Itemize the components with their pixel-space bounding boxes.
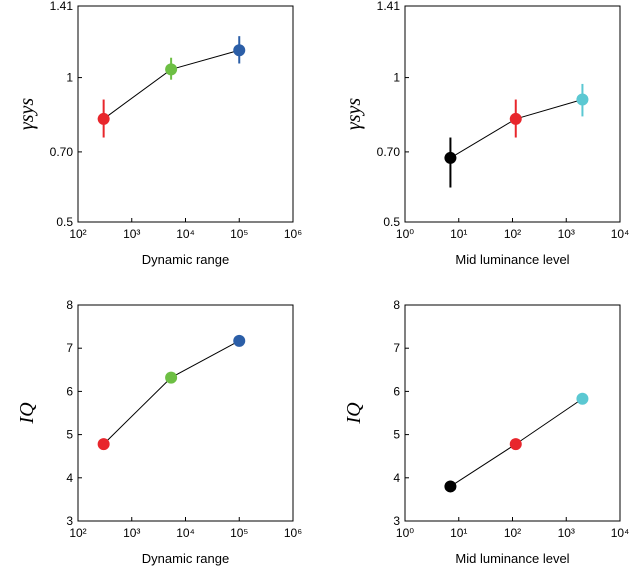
y-tick-label: 8 (393, 298, 400, 312)
y-axis-label: γsys (16, 98, 38, 131)
x-tick-label: 10⁴ (176, 526, 195, 540)
y-tick-label: 3 (66, 514, 73, 528)
data-point (165, 63, 178, 76)
data-point (233, 334, 246, 347)
x-tick-label: 10⁴ (611, 526, 630, 540)
y-tick-label: 6 (393, 384, 400, 398)
axes-box (404, 304, 621, 522)
axes-box (77, 304, 294, 522)
x-tick-label: 10² (504, 227, 521, 241)
data-point (576, 392, 589, 405)
y-tick-label: 6 (66, 384, 73, 398)
x-tick-label: 10⁵ (230, 227, 248, 241)
y-tick-label: 5 (66, 428, 73, 442)
x-axis-label: Mid luminance level (455, 551, 569, 566)
data-point (509, 112, 522, 125)
y-tick-label: 0.70 (50, 145, 74, 159)
data-point (97, 112, 110, 125)
x-tick-label: 10⁰ (396, 526, 414, 540)
data-point (233, 44, 246, 57)
data-point (509, 438, 522, 451)
x-tick-label: 10⁰ (396, 227, 414, 241)
data-line (103, 340, 240, 445)
x-axis-label: Mid luminance level (455, 252, 569, 267)
x-tick-label: 10³ (123, 526, 140, 540)
y-tick-label: 3 (393, 514, 400, 528)
data-point (165, 371, 178, 384)
y-tick-label: 1 (393, 71, 400, 85)
y-tick-label: 7 (393, 341, 400, 355)
x-tick-label: 10³ (558, 227, 575, 241)
x-tick-label: 10¹ (450, 526, 467, 540)
y-tick-label: 1.41 (377, 0, 401, 13)
y-tick-label: 8 (66, 298, 73, 312)
x-tick-label: 10⁶ (284, 526, 302, 540)
x-tick-label: 10⁶ (284, 227, 302, 241)
data-point (576, 93, 589, 106)
data-point (444, 151, 457, 164)
y-tick-label: 1 (66, 71, 73, 85)
x-tick-label: 10² (504, 526, 521, 540)
y-tick-label: 5 (393, 428, 400, 442)
y-axis-label: IQ (343, 402, 365, 425)
x-tick-label: 10⁴ (176, 227, 195, 241)
data-point (444, 480, 457, 493)
y-axis-label: IQ (16, 402, 38, 425)
x-tick-label: 10² (69, 227, 86, 241)
x-tick-label: 10² (69, 526, 86, 540)
x-axis-label: Dynamic range (142, 252, 229, 267)
x-tick-label: 10⁴ (611, 227, 630, 241)
x-tick-label: 10⁵ (230, 526, 248, 540)
y-tick-label: 1.41 (50, 0, 74, 13)
x-tick-label: 10³ (558, 526, 575, 540)
y-tick-label: 0.70 (377, 145, 401, 159)
x-tick-label: 10¹ (450, 227, 467, 241)
y-tick-label: 7 (66, 341, 73, 355)
data-point (97, 438, 110, 451)
y-tick-label: 0.5 (383, 215, 400, 229)
x-axis-label: Dynamic range (142, 551, 229, 566)
y-tick-label: 4 (66, 471, 73, 485)
x-tick-label: 10³ (123, 227, 140, 241)
y-tick-label: 0.5 (56, 215, 73, 229)
y-axis-label: γsys (343, 98, 365, 131)
y-tick-label: 4 (393, 471, 400, 485)
